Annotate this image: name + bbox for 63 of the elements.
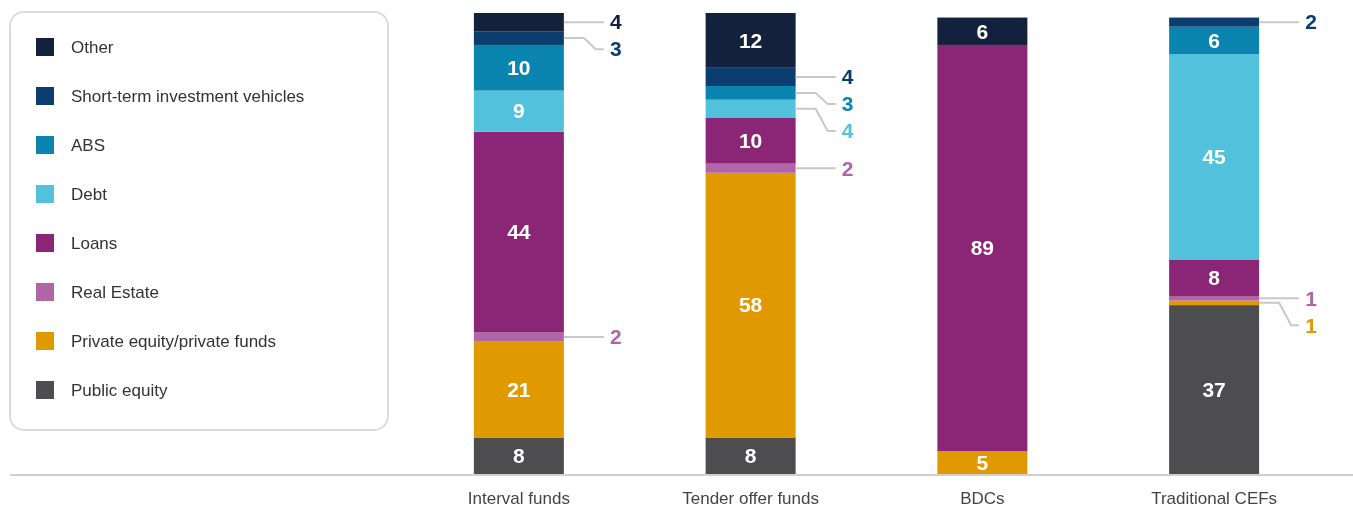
legend-label: Public equity [71, 380, 168, 400]
data-label: 2 [1305, 10, 1317, 34]
data-label: 37 [1202, 377, 1226, 401]
legend-label: Loans [71, 233, 118, 253]
x-tick-label: Tender offer funds [682, 488, 819, 508]
data-label: 6 [1208, 28, 1220, 52]
data-label: 10 [738, 129, 763, 153]
bar [937, 17, 1028, 45]
bar [473, 437, 564, 474]
legend-label: Real Estate [71, 282, 159, 302]
bar [1169, 259, 1260, 296]
data-label: 45 [1202, 145, 1227, 169]
bar [705, 163, 796, 173]
bar [1169, 295, 1260, 301]
data-label: 1 [1305, 286, 1318, 310]
data-label: 58 [738, 293, 763, 317]
bar [705, 437, 796, 474]
bar [705, 99, 796, 118]
data-label: 2 [609, 325, 622, 349]
bar [473, 13, 564, 32]
data-label: 6 [976, 19, 989, 43]
bar [1169, 305, 1260, 474]
legend-label: Short-term investment vehicles [71, 86, 305, 106]
data-label: 89 [970, 236, 995, 260]
bar [1169, 54, 1260, 260]
bar [937, 451, 1028, 474]
x-tick-label: Traditional CEFs [1151, 488, 1278, 508]
data-label: 8 [1208, 266, 1221, 290]
legend-label: Other [71, 37, 114, 57]
data-label: 21 [507, 377, 531, 401]
data-label: 10 [507, 56, 531, 80]
bar [473, 90, 564, 132]
bar [705, 67, 796, 87]
data-label: 9 [513, 99, 525, 123]
bar [705, 172, 796, 438]
data-label: 4 [609, 10, 622, 34]
data-label: 8 [744, 444, 757, 468]
bar [473, 341, 564, 438]
bar [705, 86, 796, 100]
bar [937, 44, 1028, 452]
bar [473, 332, 564, 342]
bar [1169, 17, 1260, 27]
bar [473, 31, 564, 45]
x-tick-label: Interval funds [467, 488, 570, 508]
legend-label: ABS [71, 135, 106, 155]
bar [1169, 26, 1260, 55]
bar [705, 13, 796, 68]
data-label: 3 [609, 37, 622, 61]
bar [473, 44, 564, 91]
data-label: 5 [976, 450, 989, 474]
data-label: 8 [513, 444, 526, 468]
legend-label: Private equity/private funds [71, 331, 277, 351]
bar [473, 131, 564, 333]
data-label: 12 [738, 28, 763, 52]
x-tick-label: BDCs [960, 488, 1005, 508]
data-label: 3 [841, 92, 854, 116]
legend-label: Debt [71, 184, 108, 204]
bar [705, 117, 796, 164]
data-label: 44 [507, 220, 531, 244]
data-label: 4 [841, 119, 854, 143]
data-label: 1 [1305, 313, 1318, 337]
data-label: 4 [841, 65, 854, 89]
data-label: 2 [841, 156, 854, 180]
